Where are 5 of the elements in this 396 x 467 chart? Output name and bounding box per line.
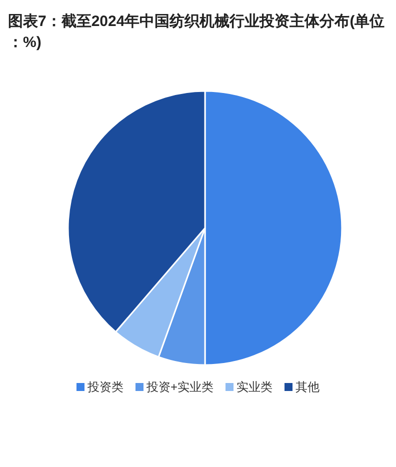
legend-label: 实业类 [236,380,273,394]
title: 图表7：截至2024年中国纺织机械行业投资主体分布(单位：%) [8,13,385,51]
legend-label: 投资类 [86,380,124,394]
legend-label: 其他 [296,380,320,394]
legend-label: 投资+实业类 [145,380,214,394]
